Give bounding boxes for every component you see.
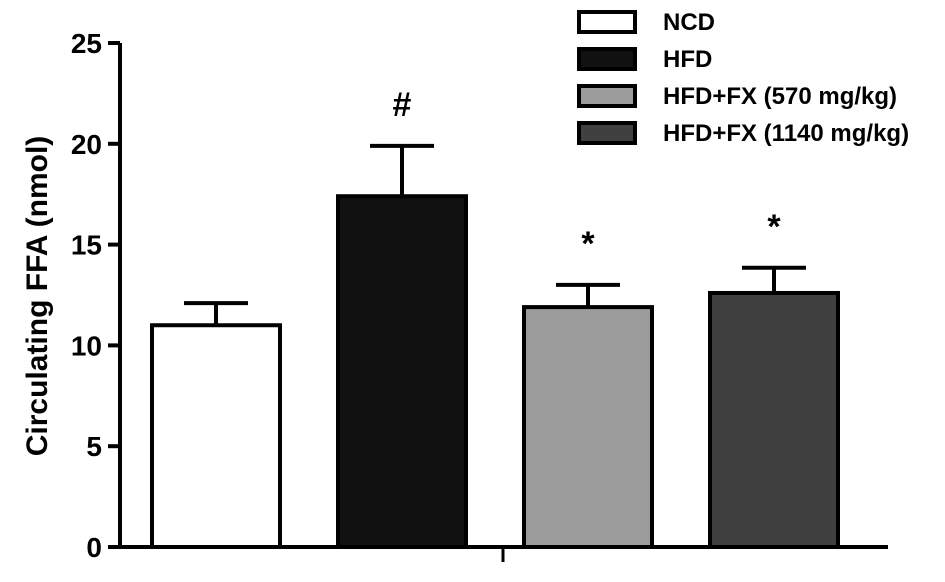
y-tick-label: 25 — [71, 28, 102, 59]
legend-label-4: HFD+FX (1140 mg/kg) — [663, 120, 909, 147]
y-tick-label: 15 — [71, 230, 102, 261]
legend-label-1: NCD — [663, 9, 715, 36]
legend-swatch-1 — [577, 10, 637, 34]
significance-marker-2: # — [393, 86, 412, 124]
legend-label-3: HFD+FX (570 mg/kg) — [663, 83, 897, 110]
legend-swatch-2 — [577, 47, 637, 71]
legend-swatch-4 — [577, 121, 637, 145]
bar-3 — [522, 305, 654, 550]
bar-1 — [150, 323, 282, 549]
y-tick-label: 5 — [86, 431, 102, 462]
bar-2 — [336, 194, 468, 549]
significance-marker-3: * — [581, 225, 595, 263]
y-tick-label: 20 — [71, 129, 102, 160]
legend-swatch-3 — [577, 84, 637, 108]
y-tick-label: 0 — [86, 532, 102, 563]
y-tick-label: 10 — [71, 330, 102, 361]
legend-label-2: HFD — [663, 46, 712, 73]
significance-marker-4: * — [767, 208, 781, 246]
bar-4 — [708, 290, 840, 550]
y-axis-label: Circulating FFA (nmol) — [21, 136, 54, 457]
